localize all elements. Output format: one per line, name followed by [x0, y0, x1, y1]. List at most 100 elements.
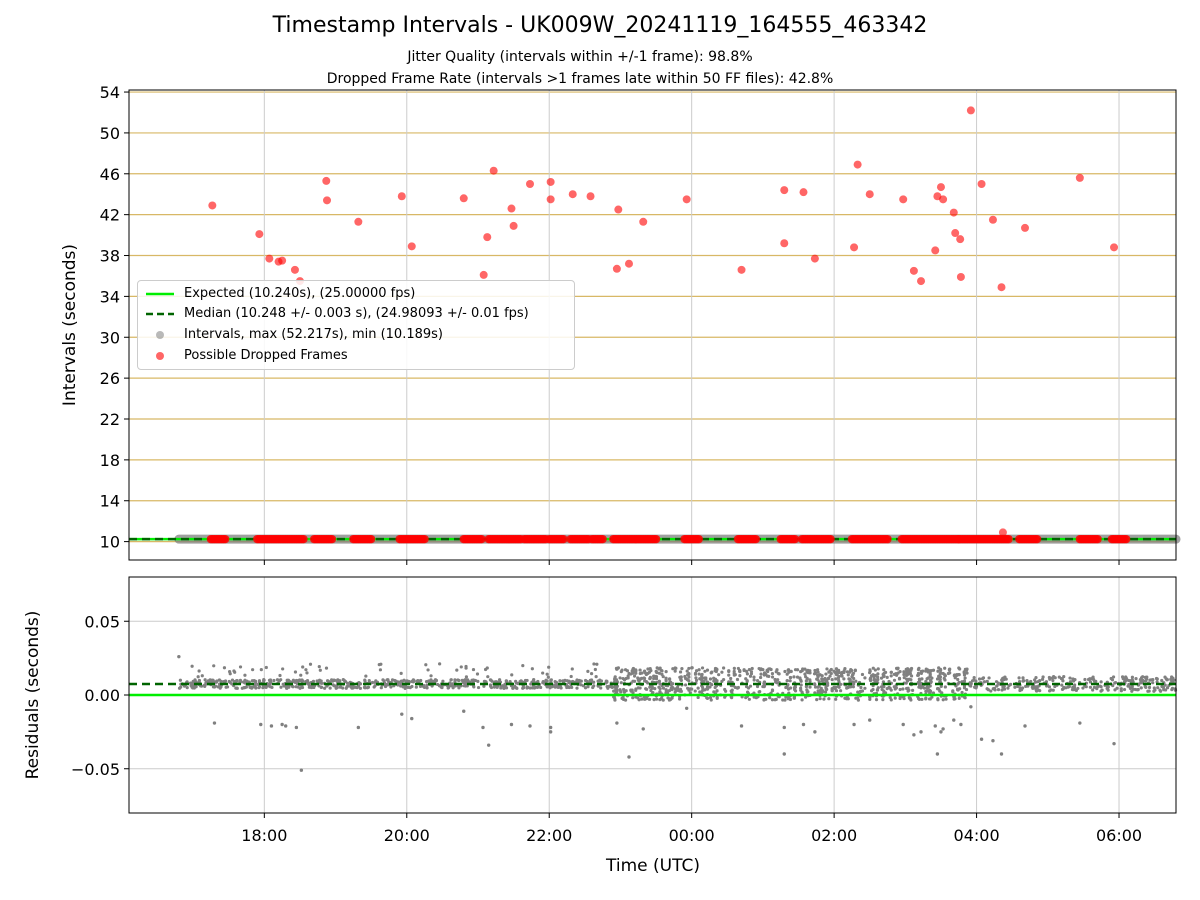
- residual-point: [926, 676, 930, 680]
- residual-point: [952, 697, 956, 701]
- residual-outlier-point: [356, 725, 361, 730]
- expected-line-swatch: [146, 292, 174, 296]
- residual-point: [1009, 682, 1013, 686]
- bottom-xtick-label: 04:00: [954, 826, 1000, 845]
- residual-point: [451, 686, 455, 690]
- residual-point: [775, 681, 779, 685]
- dropped-frame-point: [278, 256, 287, 265]
- dropped-frame-point: [397, 192, 406, 201]
- residual-point: [767, 674, 771, 678]
- bottom-xtick-label: 00:00: [669, 826, 715, 845]
- residual-point: [488, 684, 493, 688]
- residual-point: [294, 685, 298, 689]
- residual-point: [464, 675, 469, 679]
- legend-label-expected: Expected (10.240s), (25.00000 fps): [184, 286, 416, 301]
- residual-point: [356, 684, 361, 688]
- residual-outlier-point: [548, 725, 553, 730]
- residual-point: [836, 676, 841, 680]
- residual-point: [685, 678, 689, 682]
- intervals-marker-swatch: [156, 331, 164, 339]
- residual-point: [592, 684, 596, 688]
- residual-point: [690, 666, 694, 670]
- residual-point: [920, 677, 924, 681]
- residual-point: [926, 686, 930, 690]
- residual-point: [981, 676, 986, 680]
- residual-point: [742, 668, 746, 673]
- dropped-frame-point: [614, 205, 623, 214]
- residual-point: [399, 684, 403, 688]
- residual-point: [396, 683, 400, 687]
- residual-point: [883, 670, 888, 674]
- residual-point: [631, 691, 635, 695]
- residual-point: [549, 678, 553, 683]
- residual-point: [492, 685, 497, 689]
- residual-point: [907, 688, 911, 692]
- residual-point: [700, 666, 705, 670]
- residual-point: [658, 687, 662, 691]
- dropped-frame-point: [997, 283, 1006, 292]
- residual-point: [816, 670, 820, 674]
- residual-point: [406, 679, 411, 684]
- residual-point: [643, 679, 647, 683]
- residual-point: [370, 680, 375, 685]
- residual-point: [834, 697, 838, 701]
- residual-point: [457, 678, 461, 683]
- residual-point: [1113, 681, 1118, 685]
- residual-point: [1091, 688, 1095, 692]
- top-ytick-label: 34: [100, 287, 120, 306]
- residual-point: [389, 685, 393, 689]
- residual-outlier-point: [782, 752, 786, 756]
- residual-point: [419, 678, 423, 683]
- residual-point: [1057, 675, 1061, 679]
- residual-point: [476, 685, 481, 690]
- residual-point: [882, 668, 886, 672]
- residual-point: [856, 698, 860, 702]
- residual-point: [653, 674, 657, 678]
- residual-point: [515, 686, 519, 690]
- residual-point: [727, 673, 731, 677]
- residual-point: [1158, 688, 1162, 692]
- residual-point: [799, 686, 803, 690]
- dropped-frame-point: [323, 196, 332, 205]
- top-ytick-label: 30: [100, 328, 120, 347]
- residual-point: [301, 665, 305, 669]
- residual-point: [898, 669, 902, 674]
- residual-point: [924, 679, 928, 684]
- residual-point: [1051, 678, 1055, 683]
- residual-point: [1006, 686, 1010, 690]
- residual-point: [927, 697, 932, 701]
- residual-point: [843, 666, 847, 671]
- residual-point: [1081, 686, 1085, 690]
- residual-point: [859, 685, 863, 690]
- residual-point: [219, 679, 223, 683]
- residual-point: [876, 672, 880, 676]
- dropped-frame-point: [751, 534, 760, 544]
- residual-point: [873, 668, 877, 672]
- dropped-frame-point: [624, 259, 633, 268]
- residual-point: [328, 686, 332, 690]
- residual-point: [732, 673, 736, 677]
- residual-point: [839, 689, 843, 693]
- residual-point: [729, 676, 733, 681]
- dropped-frame-point: [479, 270, 488, 279]
- residual-outlier-point: [912, 733, 916, 737]
- residual-point: [636, 676, 640, 680]
- residual-point: [1164, 677, 1168, 681]
- dropped-frame-point: [546, 177, 555, 186]
- residual-point: [399, 671, 403, 675]
- residual-point: [745, 672, 749, 676]
- residual-point: [863, 686, 867, 690]
- residual-point: [529, 682, 533, 686]
- dropped-frame-point: [694, 534, 703, 544]
- dropped-frame-point: [290, 265, 299, 274]
- residual-point: [476, 679, 480, 683]
- residual-point: [196, 675, 200, 679]
- residual-point: [345, 685, 349, 689]
- residual-point: [499, 684, 503, 688]
- bottom-ytick-label: 0.05: [84, 612, 120, 631]
- residual-point: [674, 689, 678, 693]
- residual-point: [605, 679, 609, 683]
- residual-point: [909, 668, 913, 672]
- residual-point: [816, 677, 820, 682]
